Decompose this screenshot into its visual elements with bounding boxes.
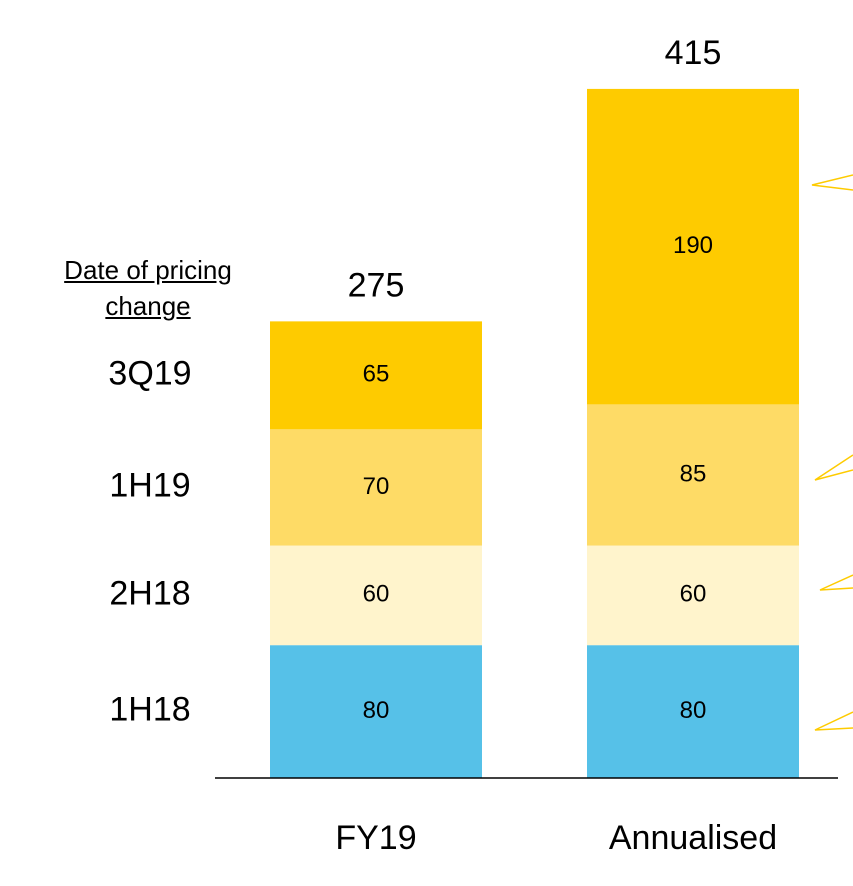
callout <box>811 174 853 191</box>
callouts <box>811 174 853 731</box>
callout <box>814 711 853 731</box>
callout <box>814 454 853 481</box>
x-tick-label: FY19 <box>335 819 416 857</box>
value-label: 60 <box>680 581 707 608</box>
series-label: 2H18 <box>109 574 190 612</box>
series-label: 3Q19 <box>108 354 191 392</box>
bar-segment <box>587 88 799 405</box>
bar-segment <box>587 545 799 646</box>
bar-segment <box>587 404 799 546</box>
value-label: 80 <box>363 697 390 724</box>
value-label: 80 <box>680 697 707 724</box>
total-label: 415 <box>665 34 722 72</box>
value-label: 65 <box>363 361 390 388</box>
series-label: 1H19 <box>109 466 190 504</box>
bar-segment <box>587 645 799 778</box>
bar-segment <box>270 321 482 430</box>
bar-segment <box>270 429 482 546</box>
bar-segment <box>270 545 482 646</box>
callout <box>819 574 853 591</box>
total-label: 275 <box>348 266 405 304</box>
series-label: 1H18 <box>109 691 190 729</box>
bar-segment <box>270 645 482 778</box>
value-label: 85 <box>680 460 707 487</box>
legend-title: Date of pricing change <box>64 255 232 321</box>
value-label: 70 <box>363 473 390 500</box>
x-tick-label: Annualised <box>609 819 777 857</box>
value-label: 60 <box>363 581 390 608</box>
value-label: 190 <box>673 232 713 259</box>
